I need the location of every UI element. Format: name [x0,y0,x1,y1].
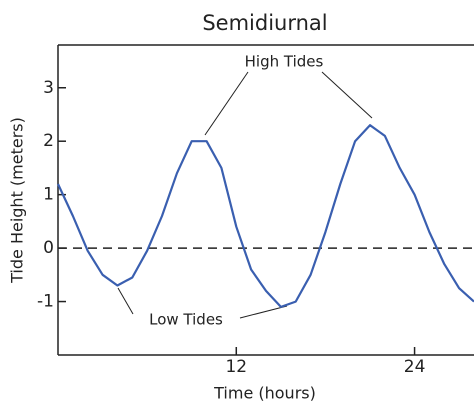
y-axis-label: Tide Height (meters) [8,117,27,284]
chart: Semidiurnal Time (hours) Tide Height (me… [0,0,474,406]
y-tick-label: 3 [43,78,54,98]
annotation-leader [205,72,248,135]
y-tick-label: -1 [37,292,54,312]
tide-line [58,125,474,307]
chart-title: Semidiurnal [202,11,327,35]
annotation-leader [240,306,287,318]
x-tick-label: 12 [225,357,247,377]
x-tick-label: 24 [404,357,426,377]
annotation: Low Tides [149,311,223,329]
y-tick-label: 1 [43,185,54,205]
y-tick-label: 0 [43,238,54,258]
annotation-leader [118,288,133,314]
annotation: High Tides [245,53,324,71]
annotation-leader [322,72,372,118]
x-axis-label: Time (hours) [213,384,316,403]
y-tick-label: 2 [43,131,54,151]
